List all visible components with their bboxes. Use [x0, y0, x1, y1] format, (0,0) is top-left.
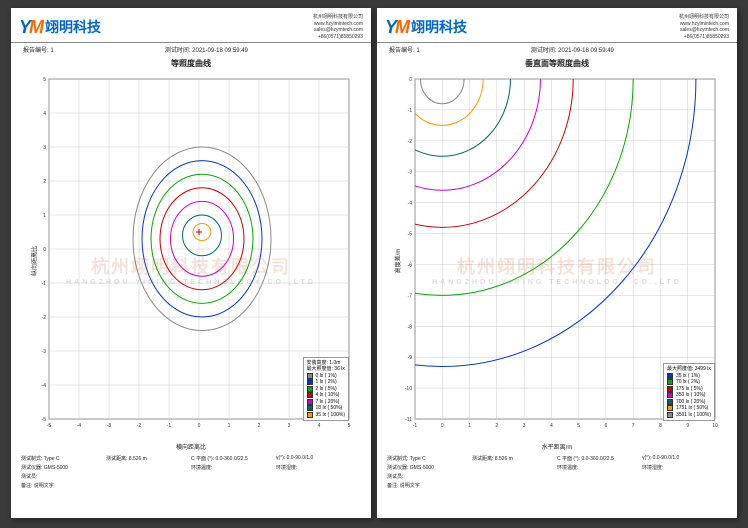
- svg-text:0: 0: [43, 247, 46, 253]
- svg-text:-10: -10: [405, 386, 412, 392]
- company-info: 杭州翊明科技有限公司 www.hzyimintech.com sales@hzy…: [313, 14, 363, 40]
- svg-text:-5: -5: [47, 423, 52, 429]
- company-email: sales@hzymtech.com: [313, 27, 363, 34]
- logo: YM 翊明科技: [385, 14, 467, 40]
- meta-row: 报告编号: 1 测试时间: 2021-09-18 09:59:49: [11, 43, 371, 56]
- svg-text:5: 5: [348, 423, 351, 429]
- svg-text:1: 1: [468, 423, 471, 429]
- svg-text:5: 5: [43, 77, 46, 83]
- svg-text:-1: -1: [413, 423, 418, 429]
- svg-text:-7: -7: [408, 293, 413, 299]
- svg-text:5: 5: [577, 423, 580, 429]
- report-page-left: YM 翊明科技 杭州翊明科技有限公司 www.hzyimintech.com s…: [11, 8, 371, 518]
- svg-text:7: 7: [632, 423, 635, 429]
- svg-text:3: 3: [288, 423, 291, 429]
- svg-text:-3: -3: [42, 349, 47, 355]
- page-header: YM 翊明科技 杭州翊明科技有限公司 www.hzyimintech.com s…: [11, 8, 371, 43]
- svg-text:2: 2: [258, 423, 261, 429]
- svg-text:3: 3: [43, 145, 46, 151]
- svg-text:3: 3: [523, 423, 526, 429]
- page-header: YM 翊明科技 杭州翊明科技有限公司 www.hzyimintech.com s…: [377, 8, 737, 43]
- svg-text:-1: -1: [408, 108, 413, 114]
- chart-title: 等照度曲线: [11, 56, 371, 71]
- footer-metadata: 测试制式: Type C测试距离: 8.526 mC 平面 (°): 0.0-3…: [377, 451, 737, 493]
- footer-metadata: 测试制式: Type C测试距离: 8.526 mC 平面 (°): 0.0-3…: [11, 451, 371, 493]
- y-axis-label: 高度差/m: [393, 249, 402, 274]
- svg-text:9: 9: [686, 423, 689, 429]
- company-name: 杭州翊明科技有限公司: [313, 14, 363, 21]
- company-name: 杭州翊明科技有限公司: [679, 14, 729, 21]
- svg-text:0: 0: [441, 423, 444, 429]
- svg-text:-8: -8: [408, 324, 413, 330]
- logo-mark: YM: [385, 17, 408, 38]
- legend: 安装高度: 1.0m最大照度值: 36 lx0 lx ( 1%)1 lx ( 2…: [303, 357, 349, 422]
- svg-text:4: 4: [550, 423, 553, 429]
- company-email: sales@hzymtech.com: [679, 27, 729, 34]
- company-phone: +86(0571)85850293: [679, 34, 729, 41]
- svg-text:-2: -2: [408, 139, 413, 145]
- svg-text:2: 2: [495, 423, 498, 429]
- svg-text:1: 1: [228, 423, 231, 429]
- legend: 最大照度值: 3499 lx35 lx ( 1%)70 lx ( 2%)175 …: [663, 363, 715, 421]
- svg-text:-9: -9: [408, 355, 413, 361]
- svg-text:10: 10: [712, 423, 718, 429]
- company-phone: +86(0571)85850293: [313, 34, 363, 41]
- svg-text:-1: -1: [167, 423, 172, 429]
- meta-row: 报告编号: 1 测试时间: 2021-09-18 09:59:49: [377, 43, 737, 56]
- svg-text:-4: -4: [42, 383, 47, 389]
- svg-text:1: 1: [43, 213, 46, 219]
- logo-mark: YM: [19, 17, 42, 38]
- y-axis-label: 纵向距离比: [30, 246, 39, 276]
- svg-text:0: 0: [198, 423, 201, 429]
- svg-text:2: 2: [43, 179, 46, 185]
- x-axis-label: 横向距离比: [176, 442, 206, 451]
- svg-text:8: 8: [659, 423, 662, 429]
- svg-text:-11: -11: [405, 417, 412, 423]
- svg-text:0: 0: [409, 77, 412, 83]
- svg-text:-2: -2: [137, 423, 142, 429]
- logo-text: 翊明科技: [411, 17, 467, 37]
- svg-text:-5: -5: [408, 232, 413, 238]
- svg-text:-4: -4: [77, 423, 82, 429]
- svg-text:-1: -1: [42, 281, 47, 287]
- svg-text:4: 4: [43, 111, 46, 117]
- logo: YM 翊明科技: [19, 14, 101, 40]
- svg-text:-5: -5: [42, 417, 47, 423]
- svg-text:-3: -3: [107, 423, 112, 429]
- svg-text:-4: -4: [408, 201, 413, 207]
- company-info: 杭州翊明科技有限公司 www.hzyimintech.com sales@hzy…: [679, 14, 729, 40]
- svg-text:-3: -3: [408, 170, 413, 176]
- svg-text:-6: -6: [408, 262, 413, 268]
- chart-area-left: -5 -4 -3 -2 -1 0 1 2 3 4 5 -5 -4 -3 -2 -1 0 1 2 3 4 5 纵向距离比 横…: [21, 71, 361, 451]
- svg-text:4: 4: [318, 423, 321, 429]
- svg-text:-2: -2: [42, 315, 47, 321]
- svg-text:6: 6: [605, 423, 608, 429]
- report-page-right: YM 翊明科技 杭州翊明科技有限公司 www.hzyimintech.com s…: [377, 8, 737, 518]
- chart-area-right: -1012345678910-11-10-9-8-7-6-5-4-3-2-10 …: [387, 71, 727, 451]
- x-axis-label: 水平距离/m: [542, 442, 573, 451]
- logo-text: 翊明科技: [45, 17, 101, 37]
- chart-title: 垂直面等照度曲线: [377, 56, 737, 71]
